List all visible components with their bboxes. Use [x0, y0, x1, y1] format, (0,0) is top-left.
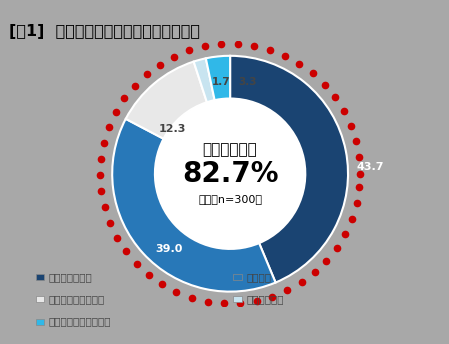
Text: 全体（n=300）: 全体（n=300）	[198, 194, 262, 204]
Text: 39.0: 39.0	[156, 244, 183, 254]
Text: 3.3: 3.3	[238, 77, 256, 87]
Text: どちらともいえない: どちらともいえない	[48, 294, 105, 304]
Text: そう思わない: そう思わない	[246, 294, 284, 304]
Text: そう思う: そう思う	[246, 272, 271, 282]
Text: とてもそう思う: とてもそう思う	[48, 272, 92, 282]
Wedge shape	[112, 119, 276, 292]
Wedge shape	[230, 56, 348, 282]
Text: [図1]  日本の気候・環境が変化している: [図1] 日本の気候・環境が変化している	[9, 24, 200, 39]
Text: 12.3: 12.3	[158, 124, 186, 134]
Text: 変化している: 変化している	[203, 142, 257, 157]
Text: 82.7%: 82.7%	[182, 160, 278, 188]
Wedge shape	[194, 58, 215, 102]
Wedge shape	[126, 62, 207, 139]
Text: 43.7: 43.7	[357, 162, 384, 172]
Text: まったくそう思わない: まったくそう思わない	[48, 316, 111, 327]
Wedge shape	[206, 56, 230, 100]
Circle shape	[155, 98, 305, 249]
Text: 1.7: 1.7	[212, 77, 231, 87]
